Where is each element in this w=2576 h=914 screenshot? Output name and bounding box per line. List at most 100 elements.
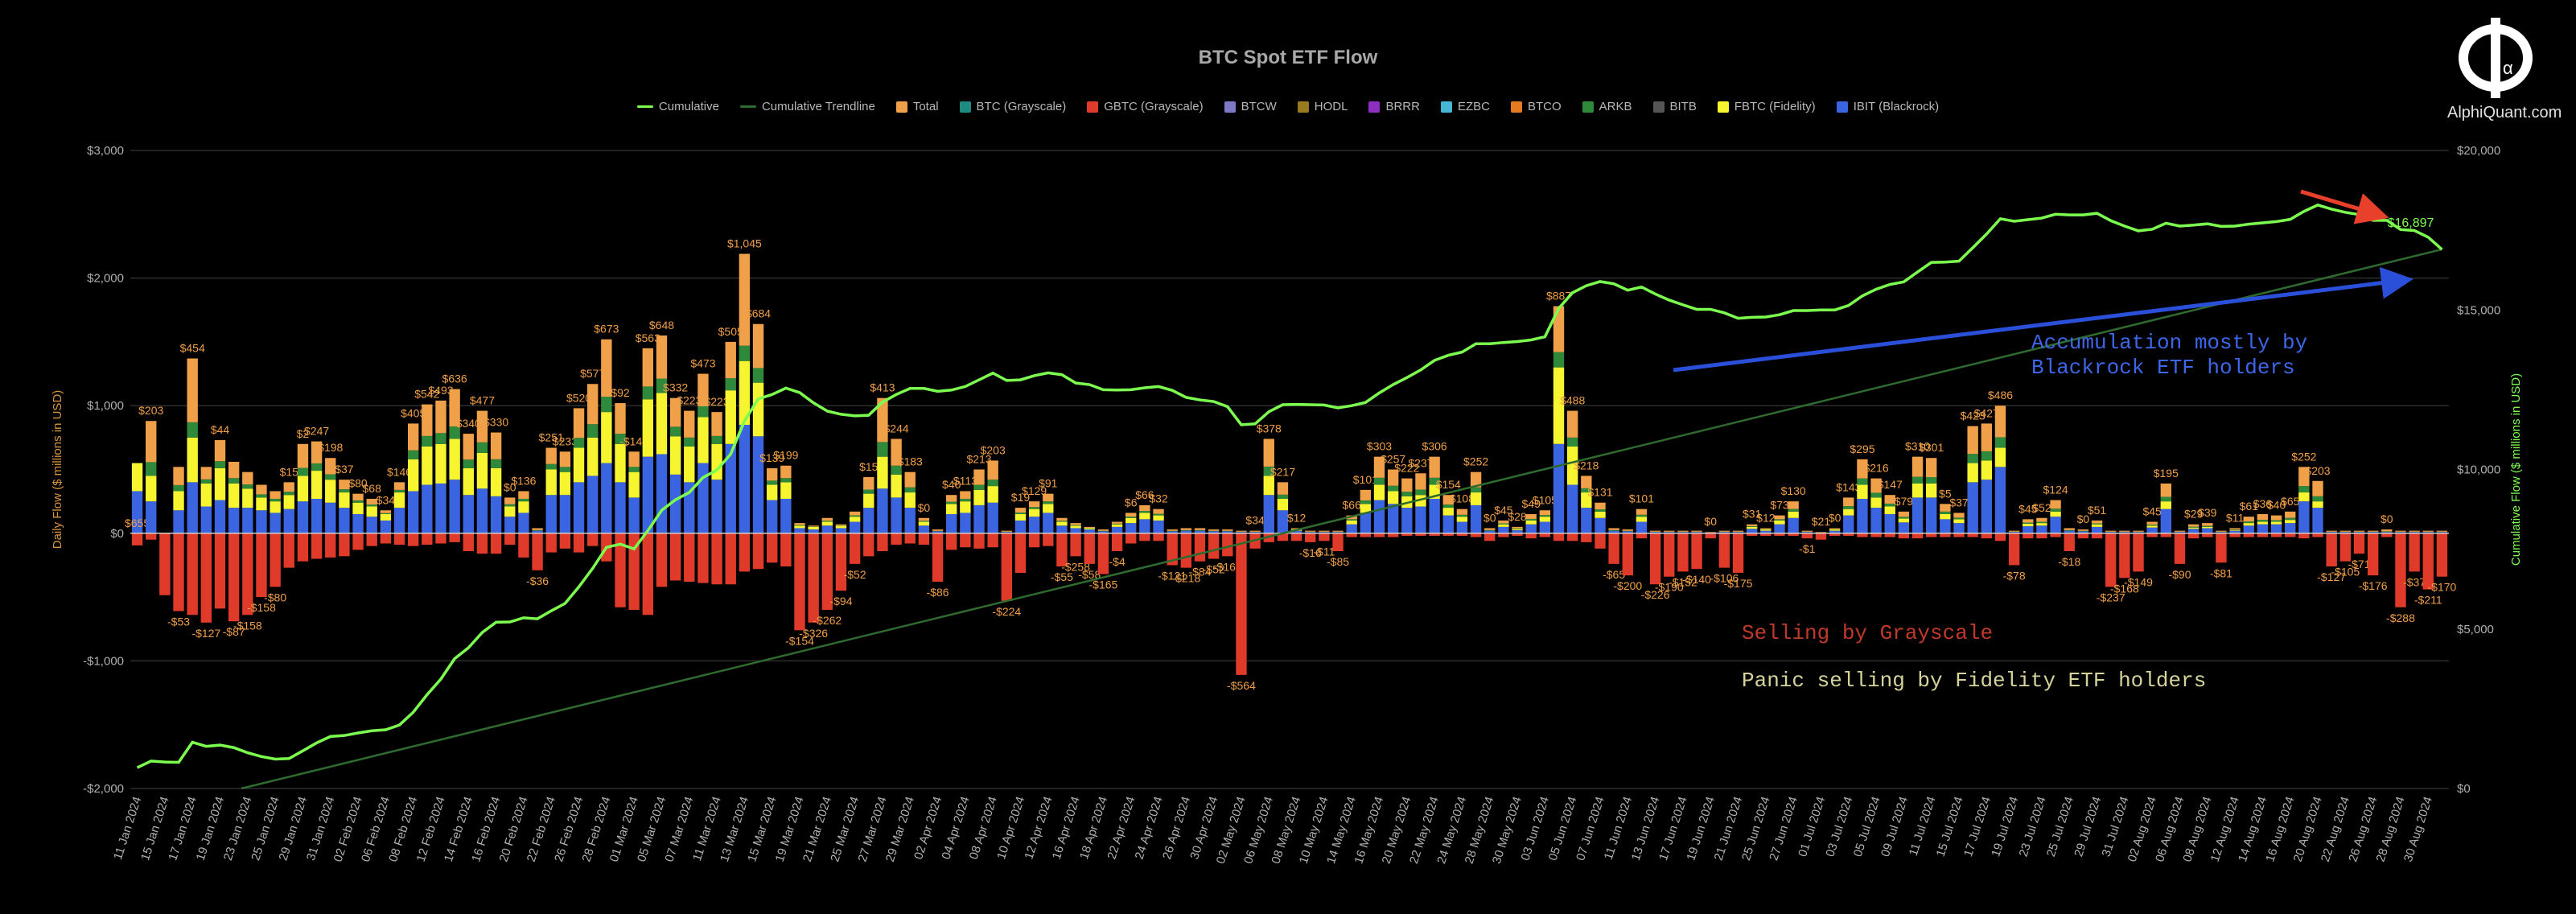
- bar-total: [449, 389, 460, 426]
- bar-fbtc: [214, 467, 226, 500]
- bar-ibit: [2160, 508, 2172, 533]
- bar-total: [863, 477, 874, 490]
- bar-arkb: [228, 478, 240, 484]
- bar-gbtc: [146, 533, 157, 540]
- bar-ibit: [2257, 524, 2269, 533]
- bar-ibit: [2105, 532, 2117, 533]
- bar-arkb: [283, 492, 294, 496]
- bar-gbtc: [449, 533, 460, 542]
- bar-total: [173, 467, 184, 485]
- data-label: $12: [1287, 511, 1307, 524]
- data-label: $32: [1149, 492, 1168, 505]
- bar-arkb: [1014, 513, 1027, 515]
- bar-fbtc: [559, 471, 571, 496]
- data-label: $92: [611, 386, 630, 399]
- bar-ibit: [1208, 531, 1220, 533]
- bar-ibit: [669, 474, 681, 533]
- bar-gbtc: [2064, 533, 2075, 552]
- bar-ibit: [1373, 500, 1385, 533]
- legend-swatch: [1582, 101, 1594, 113]
- legend-label: HODL: [1314, 100, 1348, 113]
- bar-arkb: [2381, 531, 2393, 533]
- bar-gbtc: [228, 533, 240, 622]
- data-label: -$84: [1188, 566, 1211, 578]
- data-label: -$90: [2168, 568, 2191, 581]
- x-tick-label: 05 Jun 2024: [1546, 795, 1580, 863]
- bar-ibit: [1691, 532, 1702, 533]
- bar-fbtc: [1346, 520, 1357, 525]
- data-label: $577: [580, 367, 605, 380]
- data-label: $330: [484, 416, 508, 429]
- legend-item: EZBC: [1440, 100, 1490, 113]
- bar-gbtc: [1857, 533, 1868, 537]
- bar-ibit: [2298, 501, 2310, 533]
- bar-gbtc: [200, 533, 212, 623]
- bar-fbtc: [808, 526, 819, 530]
- bar-total: [545, 447, 557, 464]
- data-label: $15: [280, 465, 299, 478]
- bar-gbtc: [339, 533, 350, 557]
- bar-fbtc: [352, 502, 364, 515]
- bar-gbtc: [1829, 533, 1841, 536]
- bar-total: [1277, 482, 1289, 495]
- bar-gbtc: [1429, 533, 1440, 536]
- bar-gbtc: [891, 533, 902, 546]
- x-tick-label: 19 Jan 2024: [194, 795, 228, 863]
- bar-arkb: [1553, 352, 1565, 368]
- bar-total: [1732, 530, 1744, 532]
- bar-arkb: [1595, 509, 1606, 512]
- data-label: $73: [1770, 499, 1789, 512]
- bar-ibit: [615, 482, 626, 533]
- data-label: $45: [2018, 502, 2038, 515]
- y2-tick-label: $5,000: [2457, 623, 2494, 636]
- data-label: -$162: [1213, 560, 1242, 573]
- data-label: -$105: [2331, 566, 2360, 578]
- bar-ibit: [1760, 530, 1772, 533]
- bar-total: [904, 471, 916, 488]
- legend-swatch: [1652, 101, 1665, 113]
- bar-total: [476, 410, 488, 443]
- bar-ibit: [2312, 508, 2323, 533]
- bar-fbtc: [200, 483, 212, 507]
- bar-fbtc: [2050, 511, 2061, 517]
- bar-gbtc: [1981, 533, 1993, 539]
- bar-fbtc: [1953, 519, 1965, 524]
- bar-ibit: [2326, 532, 2337, 533]
- bar-arkb: [656, 378, 668, 393]
- bar-fbtc: [131, 463, 143, 492]
- data-label: -$140: [619, 434, 648, 447]
- data-label: $39: [2198, 506, 2217, 519]
- data-label: $28: [1508, 510, 1527, 523]
- bar-gbtc: [1125, 533, 1137, 544]
- data-label: $198: [318, 441, 343, 454]
- bar-total: [2395, 530, 2406, 532]
- bar-gbtc: [559, 533, 571, 549]
- bar-ibit: [1498, 526, 1509, 533]
- bar-gbtc: [1705, 533, 1716, 539]
- bar-total: [2008, 530, 2020, 532]
- data-label: $0: [1829, 511, 1841, 524]
- bar-fbtc: [586, 437, 599, 476]
- bar-arkb: [1194, 529, 1206, 531]
- bar-fbtc: [366, 506, 377, 517]
- bar-ibit: [214, 500, 226, 533]
- legend-swatch: [1368, 101, 1381, 113]
- bar-fbtc: [2187, 527, 2199, 529]
- data-label: $244: [884, 422, 909, 434]
- data-label: $223: [677, 394, 702, 407]
- bar-total: [2270, 515, 2282, 521]
- bar-gbtc: [1608, 533, 1619, 564]
- bar-arkb: [573, 438, 585, 448]
- bar-gbtc: [463, 533, 474, 552]
- bar-gbtc: [1774, 533, 1785, 536]
- bar-ibit: [2036, 525, 2047, 533]
- data-label: $0: [504, 480, 516, 493]
- bar-total: [297, 443, 309, 468]
- bar-fbtc: [1967, 463, 1978, 483]
- bar-ibit: [2243, 525, 2254, 533]
- bar-ibit: [283, 508, 294, 533]
- bar-fbtc: [918, 521, 930, 526]
- bar-ibit: [545, 495, 557, 533]
- y-tick-label: $3,000: [87, 144, 124, 158]
- legend-item: BTCO: [1510, 100, 1562, 113]
